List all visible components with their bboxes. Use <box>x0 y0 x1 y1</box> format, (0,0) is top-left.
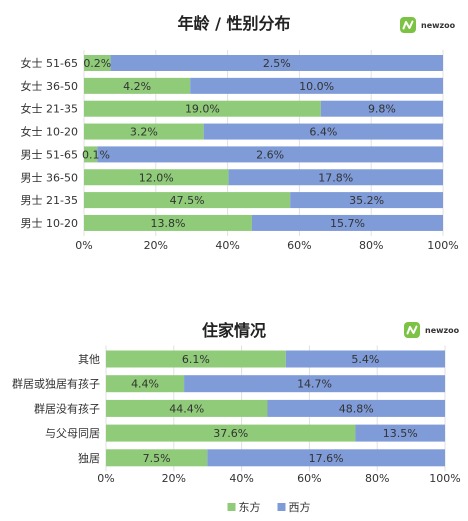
data-label-west: 17.8% <box>318 171 353 184</box>
bar-east <box>106 424 356 442</box>
x-tick-label: 60% <box>287 239 311 252</box>
x-tick-label: 0% <box>75 239 92 252</box>
bar-west <box>110 55 443 71</box>
category-label: 与父母同居 <box>45 427 100 440</box>
bar-east <box>84 214 252 231</box>
data-label-west: 35.2% <box>349 194 384 207</box>
bar-east <box>84 169 229 186</box>
data-label-east: 6.1% <box>182 353 210 366</box>
bar-east <box>106 375 185 393</box>
x-tick-label: 80% <box>359 239 383 252</box>
living-situation-plot: 0% 20% 40% 60% 80% 100% 其他 6.1% 5.4% 群居或独居有孩子 4.4%… <box>12 345 461 514</box>
category-label: 群居或独居有孩子 <box>12 377 100 391</box>
bar-west <box>355 424 445 442</box>
category-label: 女士 10-20 <box>21 125 78 139</box>
bar-west <box>97 146 443 163</box>
x-tick-label: 60% <box>297 472 321 485</box>
age-gender-chart: 年龄 / 性别分布 newzoo 0% 20% 40% 60% 80% 100% 女士 51… <box>21 14 459 252</box>
x-tick-label: 20% <box>144 239 168 252</box>
newzoo-logo-text: newzoo <box>421 20 456 30</box>
data-label-west: 15.7% <box>330 217 365 230</box>
data-label-west: 5.4% <box>351 353 379 366</box>
living-situation-chart: 住家情况 newzoo 0% 20% 40% 60% 80% 100% 其他 6.1% 5.4%… <box>0 305 468 521</box>
legend-label-west: 西方 <box>289 500 311 514</box>
data-label-east: 44.4% <box>169 402 204 415</box>
data-label-west: 48.8% <box>339 402 374 415</box>
bar-east <box>84 192 291 209</box>
newzoo-logo-icon <box>400 17 416 33</box>
category-label: 其他 <box>78 353 100 366</box>
data-label-west: 17.6% <box>309 452 344 465</box>
bar-west <box>228 169 443 186</box>
data-label-west: 2.5% <box>263 57 291 70</box>
bar-west <box>203 123 443 140</box>
x-tick-label: 0% <box>97 472 114 485</box>
data-label-east: 3.2% <box>130 126 158 139</box>
bar-west <box>290 192 443 209</box>
bar-west <box>190 77 443 94</box>
data-label-east: 19.0% <box>185 103 220 116</box>
x-tick-label: 40% <box>215 239 239 252</box>
x-tick-label: 100% <box>427 239 458 252</box>
newzoo-logo-icon <box>404 322 420 338</box>
x-tick-label: 80% <box>365 472 389 485</box>
bar-west <box>285 350 445 368</box>
category-label: 独居 <box>78 452 100 465</box>
bar-west <box>207 449 445 467</box>
bar-east <box>106 350 286 368</box>
chart-title: 住家情况 <box>201 321 266 340</box>
data-label-east: 12.0% <box>139 171 174 184</box>
bar-west <box>251 214 443 231</box>
bar-east <box>84 100 321 117</box>
category-label: 男士 36-50 <box>21 171 78 184</box>
chart-title: 年龄 / 性别分布 <box>177 14 291 33</box>
data-label-east: 4.4% <box>131 378 159 391</box>
newzoo-logo: newzoo <box>403 321 459 339</box>
bar-west <box>320 100 443 117</box>
legend-swatch-east <box>227 503 236 511</box>
x-tick-label: 20% <box>162 472 186 485</box>
newzoo-logo: newzoo <box>399 16 455 34</box>
data-label-west: 9.8% <box>368 103 396 116</box>
data-label-west: 2.6% <box>256 148 284 161</box>
bar-east <box>84 146 98 163</box>
data-label-west: 6.4% <box>309 126 337 139</box>
data-label-east: 0.1% <box>82 148 110 161</box>
data-label-west: 14.7% <box>297 378 332 391</box>
category-label: 男士 21-35 <box>21 194 78 207</box>
newzoo-logo-text: newzoo <box>425 325 460 335</box>
data-label-west: 10.0% <box>299 80 334 93</box>
bar-east <box>84 55 111 71</box>
data-label-east: 4.2% <box>123 80 151 93</box>
category-label: 女士 21-35 <box>21 102 78 116</box>
legend-swatch-west <box>277 503 286 511</box>
bar-east <box>84 123 204 140</box>
bar-west <box>184 375 445 393</box>
data-label-east: 37.6% <box>213 427 248 440</box>
data-label-west: 13.5% <box>383 427 418 440</box>
legend-label-east: 东方 <box>239 500 261 514</box>
x-tick-label: 100% <box>429 472 460 485</box>
bar-east <box>106 399 268 417</box>
category-label: 群居没有孩子 <box>34 401 100 415</box>
bar-west <box>267 399 445 417</box>
data-label-east: 47.5% <box>170 194 205 207</box>
category-label: 男士 10-20 <box>21 217 78 230</box>
age-gender-plot: 0% 20% 40% 60% 80% 100% 女士 51-65 0.2% 2.5% 女士 36-… <box>21 50 459 252</box>
data-label-east: 0.2% <box>83 57 111 70</box>
bar-east <box>106 449 208 467</box>
category-label: 女士 36-50 <box>21 79 78 93</box>
x-tick-label: 40% <box>229 472 253 485</box>
category-label: 女士 51-65 <box>21 56 78 70</box>
data-label-east: 13.8% <box>150 217 185 230</box>
data-label-east: 7.5% <box>143 452 171 465</box>
bar-east <box>84 77 191 94</box>
category-label: 男士 51-65 <box>21 148 78 161</box>
